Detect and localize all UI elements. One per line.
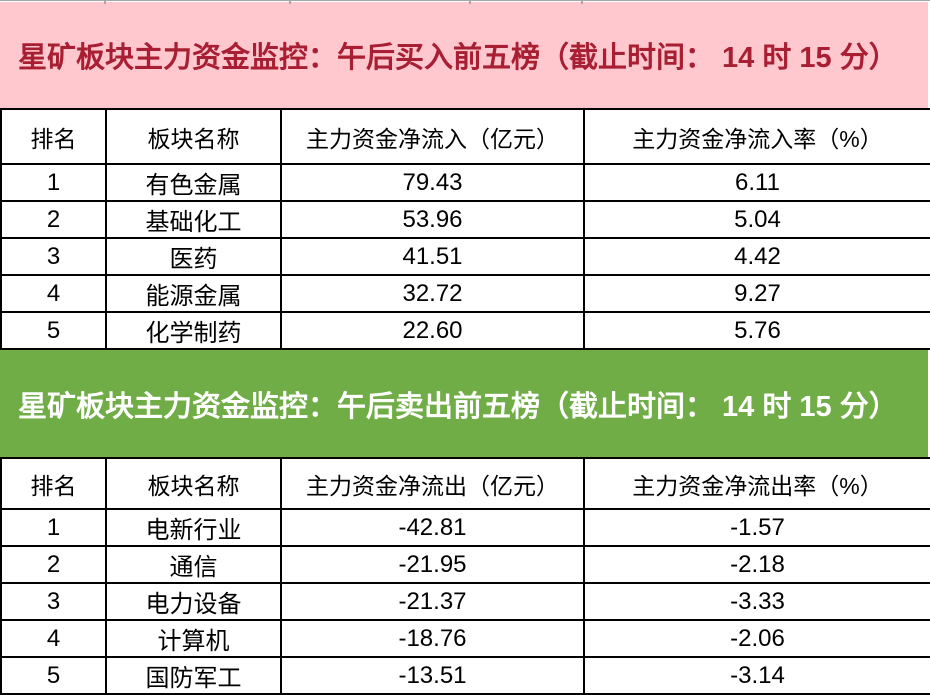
cell-rank[interactable]: 5 bbox=[0, 311, 107, 350]
cell-net-outflow[interactable]: -13.51 bbox=[280, 656, 585, 695]
table-row: 4 能源金属 32.72 9.27 bbox=[0, 274, 930, 313]
cell-rank[interactable]: 4 bbox=[0, 619, 107, 658]
gridline-stub bbox=[289, 1, 291, 4]
cell-net-outflow-rate[interactable]: -1.57 bbox=[583, 508, 930, 547]
cell-rank[interactable]: 3 bbox=[0, 582, 107, 621]
col-header-sector[interactable]: 板块名称 bbox=[105, 108, 282, 165]
cell-rank[interactable]: 5 bbox=[0, 656, 107, 695]
col-header-sector[interactable]: 板块名称 bbox=[105, 457, 282, 510]
cell-net-outflow-rate[interactable]: -2.18 bbox=[583, 545, 930, 584]
table-row: 5 国防军工 -13.51 -3.14 bbox=[0, 656, 930, 695]
buy-header-row: 排名 板块名称 主力资金净流入（亿元） 主力资金净流入率（%） bbox=[0, 108, 930, 165]
cell-sector[interactable]: 国防军工 bbox=[105, 656, 282, 695]
cell-sector[interactable]: 能源金属 bbox=[105, 274, 282, 313]
table-row: 5 化学制药 22.60 5.76 bbox=[0, 311, 930, 350]
cell-net-outflow[interactable]: -42.81 bbox=[280, 508, 585, 547]
sell-table: 排名 板块名称 主力资金净流出（亿元） 主力资金净流出率（%） 1 电新行业 -… bbox=[0, 457, 930, 695]
cell-rank[interactable]: 3 bbox=[0, 237, 107, 276]
cell-sector[interactable]: 电力设备 bbox=[105, 582, 282, 621]
buy-title-banner[interactable]: 星矿板块主力资金监控：午后买入前五榜（截止时间： 14 时 15 分） bbox=[0, 2, 928, 108]
gridline-stub bbox=[469, 1, 471, 4]
cell-rank[interactable]: 1 bbox=[0, 163, 107, 202]
col-header-net-inflow-rate[interactable]: 主力资金净流入率（%） bbox=[583, 108, 930, 165]
table-row: 1 有色金属 79.43 6.11 bbox=[0, 163, 930, 202]
cell-net-outflow-rate[interactable]: -3.14 bbox=[583, 656, 930, 695]
cell-net-inflow[interactable]: 53.96 bbox=[280, 200, 585, 239]
cell-net-inflow-rate[interactable]: 5.76 bbox=[583, 311, 930, 350]
table-row: 4 计算机 -18.76 -2.06 bbox=[0, 619, 930, 658]
cell-sector[interactable]: 通信 bbox=[105, 545, 282, 584]
cell-sector[interactable]: 有色金属 bbox=[105, 163, 282, 202]
cell-net-inflow-rate[interactable]: 6.11 bbox=[583, 163, 930, 202]
buy-title-text: 星矿板块主力资金监控：午后买入前五榜（截止时间： 14 时 15 分） bbox=[18, 42, 898, 74]
cell-sector[interactable]: 医药 bbox=[105, 237, 282, 276]
cell-net-outflow[interactable]: -18.76 bbox=[280, 619, 585, 658]
cell-rank[interactable]: 1 bbox=[0, 508, 107, 547]
cell-net-outflow-rate[interactable]: -2.06 bbox=[583, 619, 930, 658]
cell-rank[interactable]: 4 bbox=[0, 274, 107, 313]
col-header-net-outflow[interactable]: 主力资金净流出（亿元） bbox=[280, 457, 585, 510]
sell-header-row: 排名 板块名称 主力资金净流出（亿元） 主力资金净流出率（%） bbox=[0, 457, 930, 510]
cell-net-inflow[interactable]: 41.51 bbox=[280, 237, 585, 276]
cell-net-inflow-rate[interactable]: 4.42 bbox=[583, 237, 930, 276]
cell-net-outflow[interactable]: -21.37 bbox=[280, 582, 585, 621]
gridline-stub bbox=[104, 1, 106, 4]
buy-table: 排名 板块名称 主力资金净流入（亿元） 主力资金净流入率（%） 1 有色金属 7… bbox=[0, 108, 930, 350]
cell-sector[interactable]: 电新行业 bbox=[105, 508, 282, 547]
col-header-net-outflow-rate[interactable]: 主力资金净流出率（%） bbox=[583, 457, 930, 510]
col-header-rank[interactable]: 排名 bbox=[0, 108, 107, 165]
cell-sector[interactable]: 化学制药 bbox=[105, 311, 282, 350]
table-row: 3 医药 41.51 4.42 bbox=[0, 237, 930, 276]
cell-rank[interactable]: 2 bbox=[0, 200, 107, 239]
sheet-top-gridline bbox=[0, 0, 930, 4]
sell-title-text: 星矿板块主力资金监控：午后卖出前五榜（截止时间： 14 时 15 分） bbox=[18, 390, 898, 423]
cell-net-inflow-rate[interactable]: 5.04 bbox=[583, 200, 930, 239]
cell-net-outflow[interactable]: -21.95 bbox=[280, 545, 585, 584]
gridline-stub bbox=[581, 1, 583, 4]
cell-net-inflow[interactable]: 22.60 bbox=[280, 311, 585, 350]
cell-net-inflow[interactable]: 79.43 bbox=[280, 163, 585, 202]
col-header-rank[interactable]: 排名 bbox=[0, 457, 107, 510]
cell-net-inflow-rate[interactable]: 9.27 bbox=[583, 274, 930, 313]
cell-net-inflow[interactable]: 32.72 bbox=[280, 274, 585, 313]
cell-rank[interactable]: 2 bbox=[0, 545, 107, 584]
cell-sector[interactable]: 基础化工 bbox=[105, 200, 282, 239]
cell-sector[interactable]: 计算机 bbox=[105, 619, 282, 658]
col-header-net-inflow[interactable]: 主力资金净流入（亿元） bbox=[280, 108, 585, 165]
sell-title-banner[interactable]: 星矿板块主力资金监控：午后卖出前五榜（截止时间： 14 时 15 分） bbox=[0, 350, 928, 457]
table-row: 2 基础化工 53.96 5.04 bbox=[0, 200, 930, 239]
cell-net-outflow-rate[interactable]: -3.33 bbox=[583, 582, 930, 621]
table-row: 2 通信 -21.95 -2.18 bbox=[0, 545, 930, 584]
table-row: 1 电新行业 -42.81 -1.57 bbox=[0, 508, 930, 547]
table-row: 3 电力设备 -21.37 -3.33 bbox=[0, 582, 930, 621]
